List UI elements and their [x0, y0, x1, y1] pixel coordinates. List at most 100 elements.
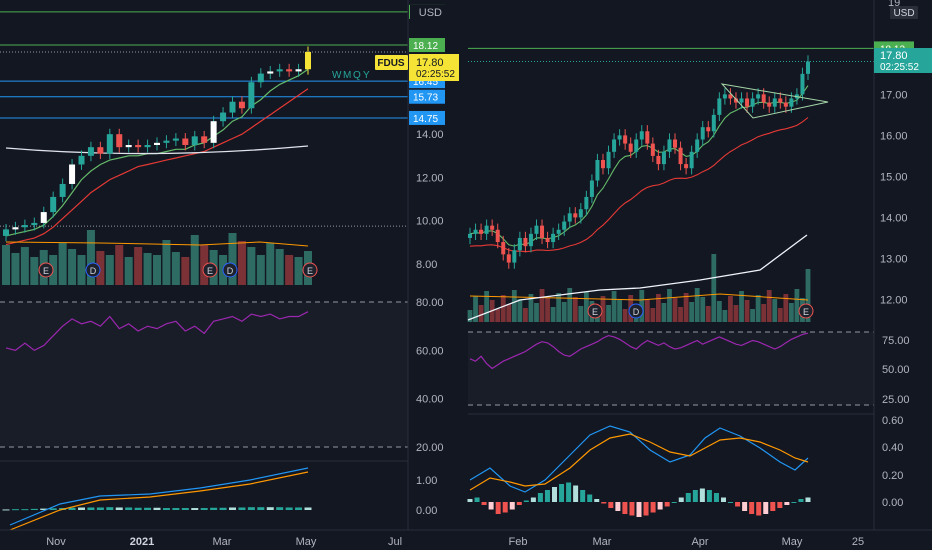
macd-histogram-bar — [144, 507, 152, 510]
macd-histogram-bar — [238, 507, 246, 510]
candle-body — [490, 225, 495, 230]
volume-bar — [115, 245, 124, 285]
event-marker-label: E — [803, 307, 809, 317]
price-tick: 17.00 — [880, 89, 908, 101]
volume-bar — [143, 253, 152, 285]
candle-body — [248, 82, 255, 109]
volume-bar — [711, 254, 717, 322]
macd-histogram-bar — [608, 502, 614, 508]
candle-body — [78, 155, 85, 165]
candle-body — [551, 233, 556, 243]
right-rsi-axis: 75.00 50.00 25.00 — [882, 335, 910, 406]
price-tick: 14.00 — [880, 212, 908, 224]
volume-bar — [622, 309, 628, 322]
candle-body — [3, 229, 9, 236]
candle-body — [617, 135, 622, 140]
candle-body — [540, 225, 545, 238]
candle-body — [506, 254, 511, 263]
macd-histogram-bar — [172, 508, 180, 510]
time-label: Mar — [593, 536, 612, 548]
right-triangle-pattern — [720, 83, 829, 119]
candle-body — [50, 196, 57, 213]
volume-bar — [528, 294, 534, 322]
volume-bar — [661, 303, 667, 322]
rsi-tick: 40.00 — [416, 394, 444, 406]
left-countdown: 02:25:52 — [416, 69, 455, 80]
macd-histogram-bar — [285, 507, 293, 510]
macd-histogram-bar — [87, 507, 95, 510]
right-chart[interactable]: E D E 17.00 16.00 15.00 14.00 13.00 12.00 75.00… — [467, 0, 932, 530]
event-marker — [302, 262, 318, 278]
volume-bar — [739, 291, 744, 322]
candle-body — [578, 209, 583, 218]
rsi-tick: 25.00 — [882, 394, 910, 406]
macd-histogram-bar — [257, 507, 265, 510]
candle-body — [623, 135, 628, 144]
candle-body — [135, 145, 142, 148]
macd-histogram-bar — [699, 488, 705, 502]
macd-histogram-bar — [523, 500, 529, 502]
macd-histogram-bar — [685, 493, 691, 502]
event-marker — [587, 303, 603, 319]
candle-body — [501, 242, 506, 255]
right-macd-line — [469, 425, 809, 493]
volume-bar — [517, 299, 523, 322]
left-macd-line — [9, 467, 309, 526]
candle-body — [286, 69, 293, 72]
event-marker — [202, 262, 218, 278]
candle-body — [656, 155, 661, 165]
candle-body — [191, 136, 198, 145]
candle-body — [634, 139, 639, 152]
candle-body — [12, 227, 19, 230]
volume-bar — [500, 295, 506, 322]
price-tick: 15.00 — [880, 171, 908, 183]
macd-histogram-bar — [229, 507, 236, 510]
left-currency-label: USD — [419, 7, 442, 19]
volume-bar — [606, 305, 611, 322]
volume-bar — [2, 245, 10, 285]
candle-body — [756, 94, 761, 99]
volume-bar — [86, 230, 95, 285]
candle-body — [761, 94, 766, 103]
macd-histogram-bar — [650, 502, 656, 513]
macd-histogram-bar — [615, 502, 621, 511]
macd-histogram-bar — [537, 493, 543, 502]
volume-bar — [689, 302, 695, 322]
left-rsi-line — [5, 311, 309, 352]
candle-body — [528, 233, 533, 247]
volume-bar — [667, 289, 672, 322]
volume-bar — [478, 305, 484, 322]
candle-body — [778, 98, 783, 103]
candle-body — [661, 151, 666, 165]
price-tick: 8.00 — [416, 259, 437, 271]
volume-bar — [777, 308, 783, 322]
volume-bar — [294, 257, 303, 285]
volume-bar — [181, 257, 190, 285]
candle-body — [567, 213, 572, 222]
macd-histogram-bar — [552, 487, 557, 502]
candle-body — [238, 101, 245, 109]
ema-mid-line — [5, 88, 309, 246]
candle-body — [556, 229, 561, 234]
candle-body — [628, 143, 633, 152]
candle-body — [562, 221, 567, 230]
volume-bar — [583, 292, 589, 322]
ema-mid-line — [469, 117, 809, 253]
candle-body — [545, 237, 550, 243]
macd-histogram-bar — [78, 507, 85, 510]
volume-bar — [96, 251, 105, 285]
candle-body — [479, 229, 484, 234]
time-label: Jul — [388, 536, 402, 548]
candle-body — [717, 98, 722, 115]
right-price-axis: 17.00 16.00 15.00 14.00 13.00 12.00 — [880, 89, 908, 306]
candle-body — [733, 98, 738, 103]
left-chart[interactable]: E D E D E 14.00 12.00 10.00 8.00 80.00 60.00 40.0… — [0, 0, 459, 531]
timeframe-w: W — [332, 70, 342, 81]
macd-histogram-bar — [134, 507, 142, 510]
macd-histogram-bar — [664, 502, 670, 507]
macd-histogram-bar — [516, 502, 522, 505]
volume-bar — [805, 269, 811, 322]
macd-histogram-bar — [756, 502, 762, 516]
volume-bar — [124, 257, 133, 285]
